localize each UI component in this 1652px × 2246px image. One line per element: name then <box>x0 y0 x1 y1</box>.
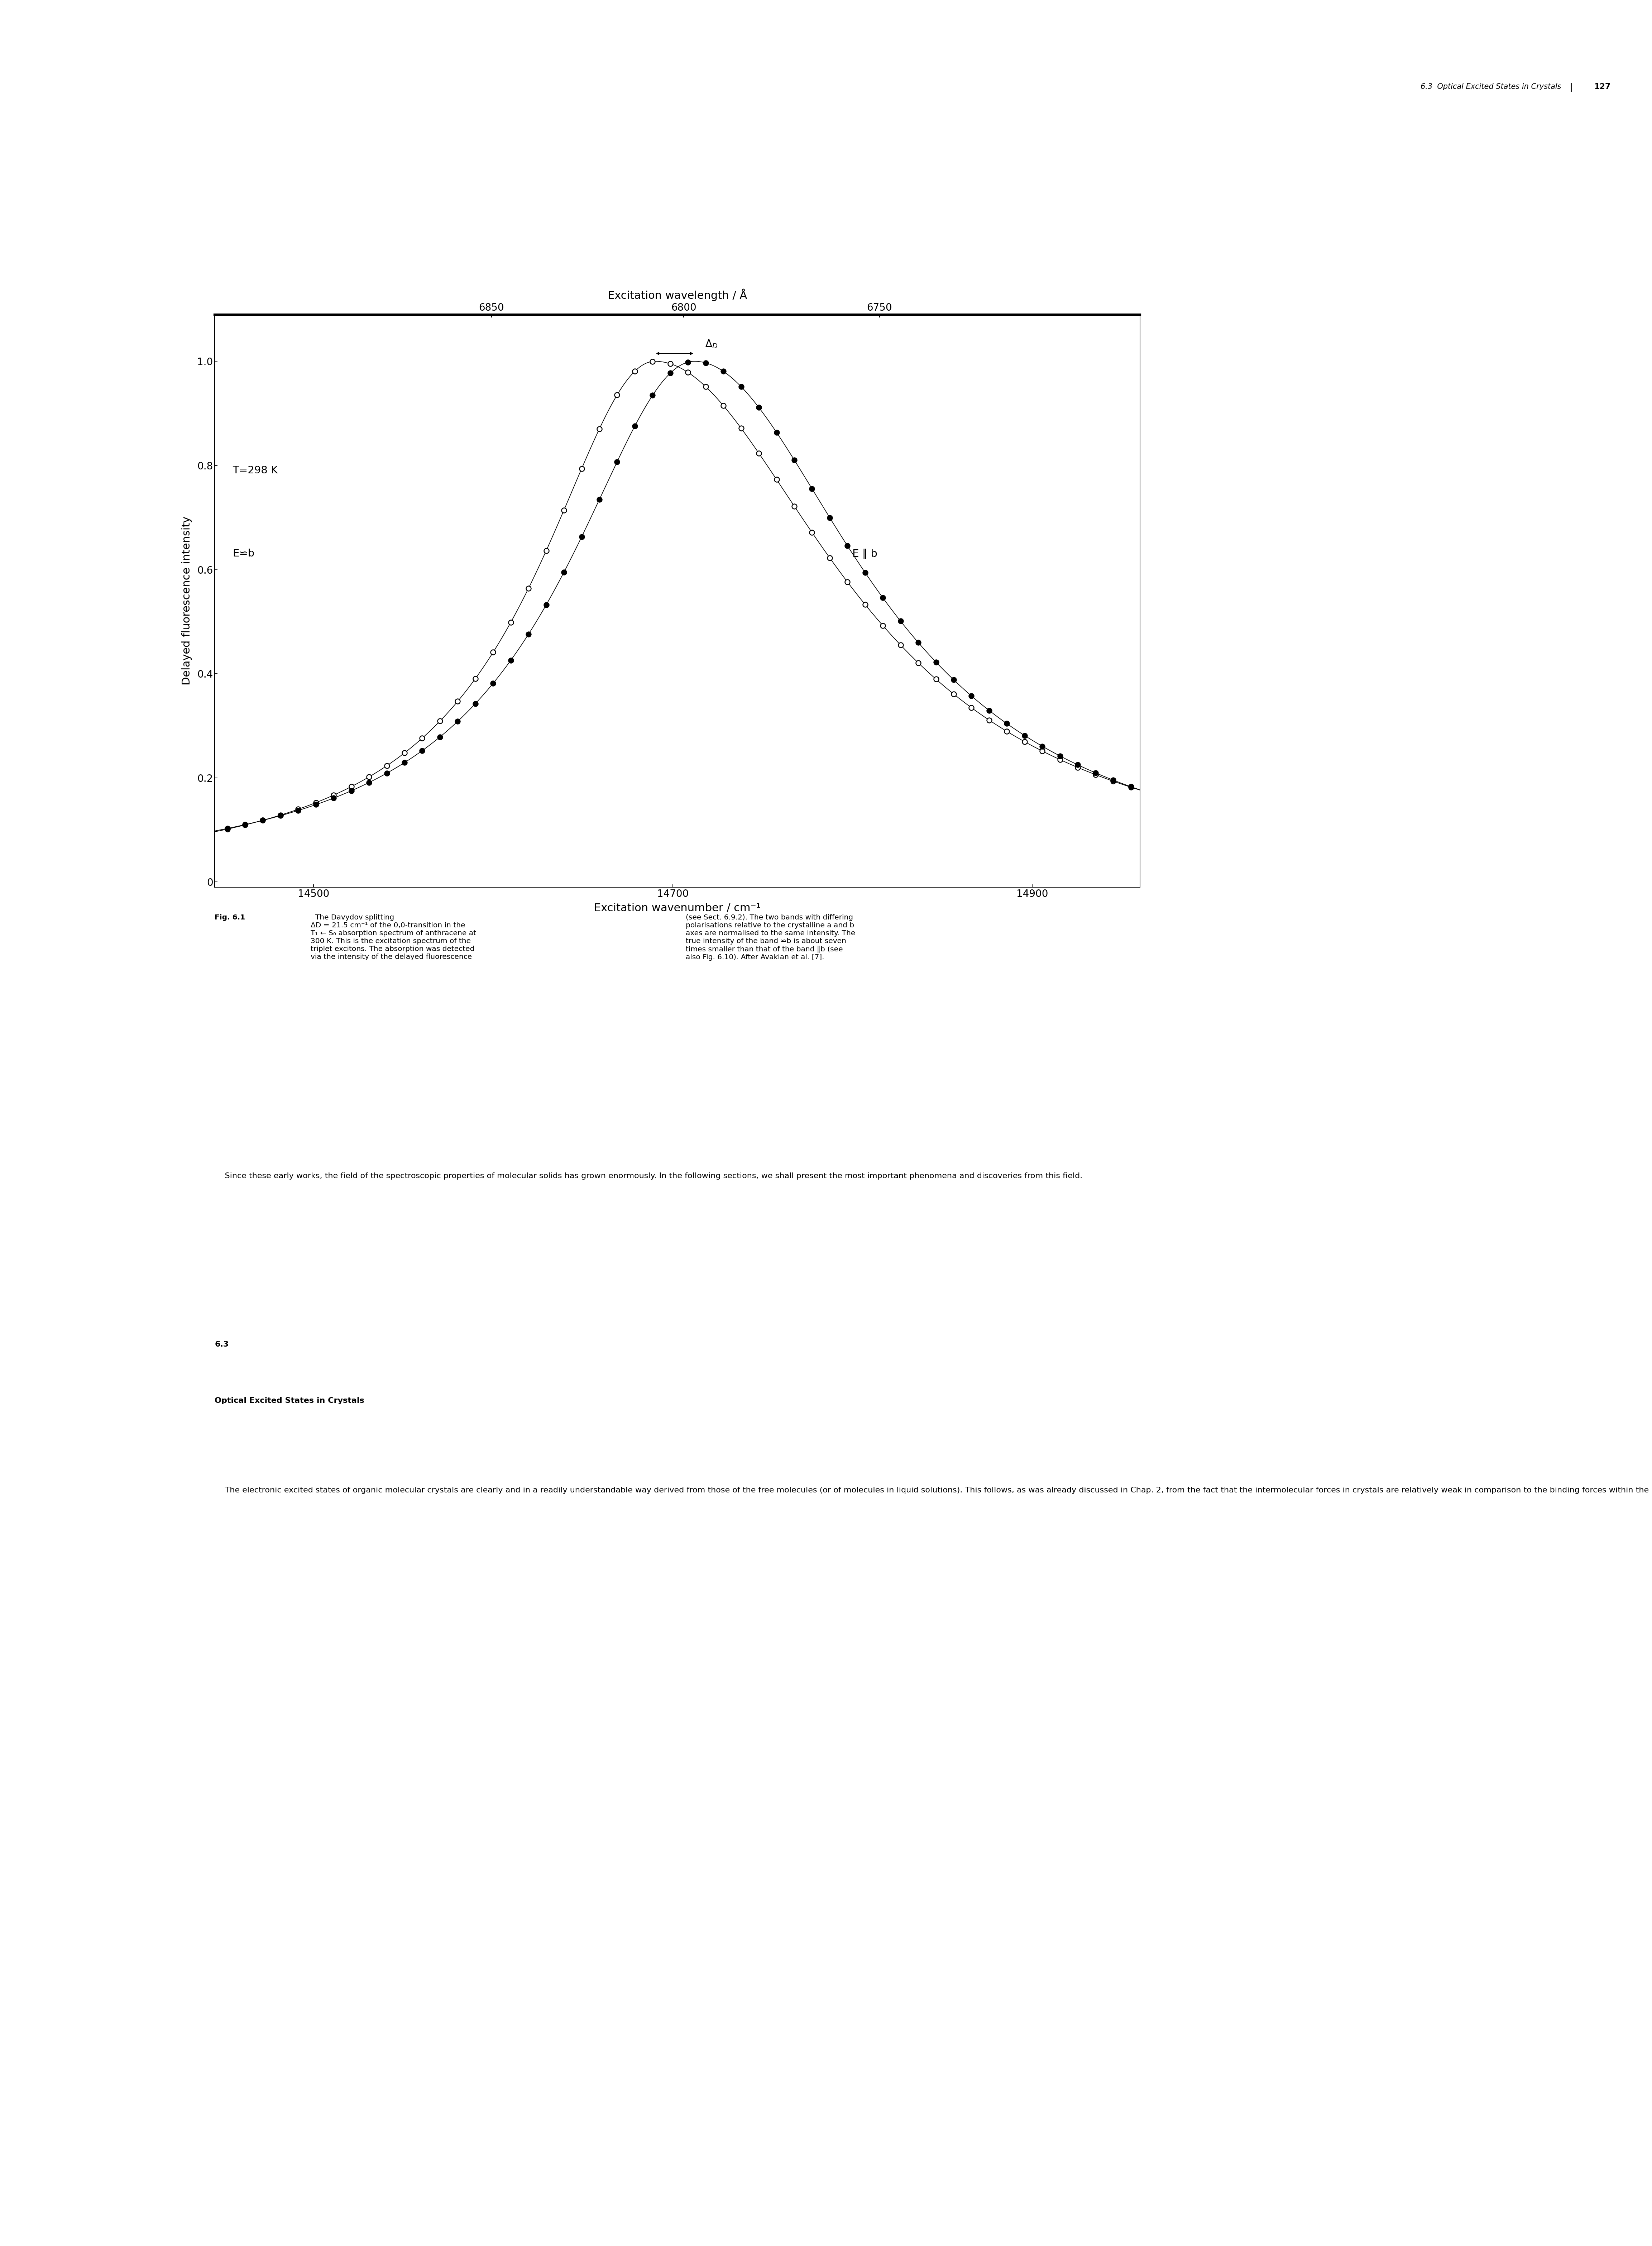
Y-axis label: Delayed fluorescence intensity: Delayed fluorescence intensity <box>182 517 192 685</box>
Text: $\Delta_D$: $\Delta_D$ <box>705 339 719 350</box>
Text: Since these early works, the field of the spectroscopic properties of molecular : Since these early works, the field of th… <box>215 1172 1082 1179</box>
Text: 6.3  Optical Excited States in Crystals: 6.3 Optical Excited States in Crystals <box>1421 83 1561 90</box>
Text: (see Sect. 6.9.2). The two bands with differing
polarisations relative to the cr: (see Sect. 6.9.2). The two bands with di… <box>686 914 856 961</box>
Text: Optical Excited States in Crystals: Optical Excited States in Crystals <box>215 1397 365 1404</box>
Text: 6.3: 6.3 <box>215 1341 230 1348</box>
Text: |: | <box>1569 83 1573 92</box>
Text: 127: 127 <box>1594 83 1611 90</box>
Text: The Davydov splitting
ΔD = 21.5 cm⁻¹ of the 0,0-transition in the
T₁ ← S₀ absorp: The Davydov splitting ΔD = 21.5 cm⁻¹ of … <box>311 914 476 961</box>
Text: E⋍b: E⋍b <box>233 548 254 559</box>
X-axis label: Excitation wavenumber / cm⁻¹: Excitation wavenumber / cm⁻¹ <box>595 903 760 914</box>
Text: E ∥ b: E ∥ b <box>852 548 877 559</box>
Text: The electronic excited states of organic molecular crystals are clearly and in a: The electronic excited states of organic… <box>215 1487 1652 1494</box>
Text: Fig. 6.1: Fig. 6.1 <box>215 914 244 921</box>
X-axis label: Excitation wavelength / Å: Excitation wavelength / Å <box>608 287 747 301</box>
Text: T=298 K: T=298 K <box>233 465 278 476</box>
